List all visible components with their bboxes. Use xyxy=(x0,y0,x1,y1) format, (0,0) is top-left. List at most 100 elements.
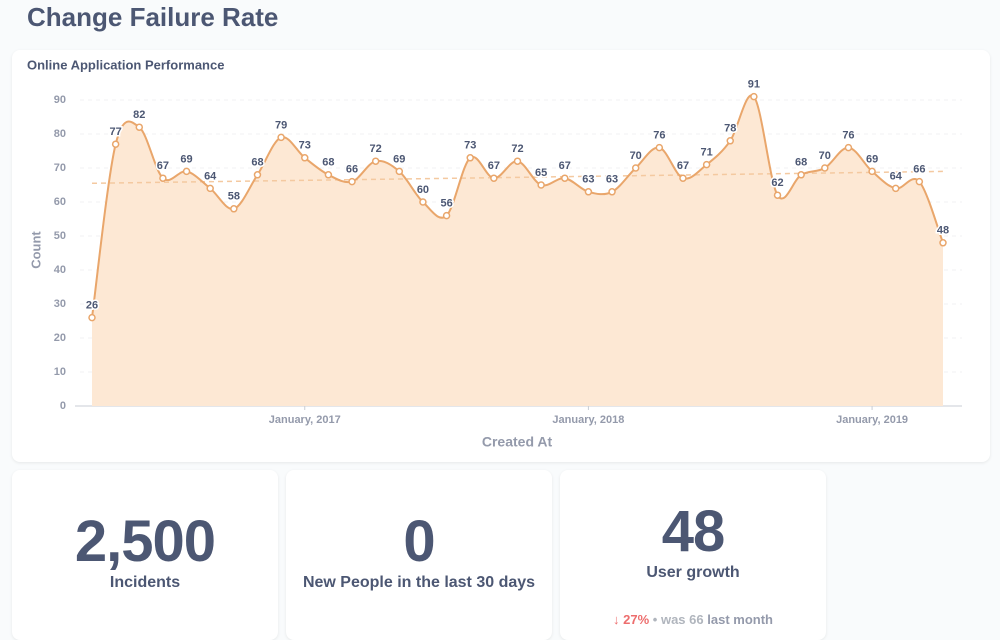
data-point xyxy=(537,181,545,189)
data-point xyxy=(797,171,805,179)
y-tick-label: 50 xyxy=(54,230,66,242)
metric-label: User growth xyxy=(646,564,740,581)
data-point xyxy=(868,167,876,176)
metric-label: Incidents xyxy=(109,574,181,591)
data-point xyxy=(371,157,380,165)
metric-value: 2,500 xyxy=(74,509,216,574)
data-point xyxy=(419,198,427,206)
data-label: 63 xyxy=(582,174,594,186)
data-label: 67 xyxy=(677,160,689,172)
data-label: 70 xyxy=(819,150,831,162)
data-label: 58 xyxy=(228,191,240,203)
metric-value: 0 xyxy=(403,509,435,574)
data-point xyxy=(939,239,947,247)
x-tick-label: January, 2018 xyxy=(552,414,624,426)
y-tick-label: 0 xyxy=(60,400,66,412)
data-point xyxy=(513,157,522,165)
data-point xyxy=(726,137,734,145)
data-point xyxy=(891,184,900,193)
metric-comparison: ↓ 27% • was 66 last month xyxy=(560,612,826,627)
data-label: 67 xyxy=(559,160,571,172)
chart: Online Application Performance Created A… xyxy=(27,57,962,450)
data-label: 68 xyxy=(251,157,263,169)
trend-line xyxy=(91,170,944,185)
data-point xyxy=(490,174,498,182)
chart-card: Online Application Performance Created A… xyxy=(12,50,990,462)
metric-card: 2,500 Incidents xyxy=(12,470,278,640)
data-point xyxy=(442,211,451,220)
x-tick-label: January, 2017 xyxy=(269,414,341,426)
data-label: 66 xyxy=(346,164,358,176)
data-point xyxy=(395,167,404,176)
data-label: 67 xyxy=(488,160,500,172)
x-axis-label: Created At xyxy=(482,434,553,450)
x-tick-label: January, 2019 xyxy=(836,414,908,426)
data-label: 56 xyxy=(440,198,452,210)
data-label: 72 xyxy=(370,143,382,155)
data-point xyxy=(655,143,664,152)
down-arrow: ↓ xyxy=(613,612,620,627)
data-label: 69 xyxy=(866,153,878,165)
data-label: 48 xyxy=(937,225,949,237)
data-point xyxy=(773,191,782,199)
data-point xyxy=(324,171,333,179)
y-tick-label: 20 xyxy=(54,332,66,344)
metric-previous: was 66 xyxy=(660,612,704,627)
data-label: 91 xyxy=(748,79,760,91)
data-label: 71 xyxy=(700,147,712,159)
y-tick-label: 30 xyxy=(54,298,66,310)
data-label: 68 xyxy=(322,157,334,169)
data-point xyxy=(301,154,309,162)
data-label: 70 xyxy=(630,150,642,162)
data-point xyxy=(702,160,711,169)
data-point xyxy=(159,174,167,182)
data-label: 69 xyxy=(180,153,192,165)
metric-change: 27% xyxy=(623,612,650,627)
data-label: 76 xyxy=(842,130,854,142)
data-label: 67 xyxy=(157,160,169,172)
metric-period: last month xyxy=(707,612,773,627)
data-label: 73 xyxy=(464,140,476,152)
data-label: 73 xyxy=(299,140,311,152)
metric-card: 48 User growth ↓ 27% • was 66 last month xyxy=(560,470,826,640)
data-point xyxy=(182,167,191,176)
area xyxy=(92,95,943,407)
data-point xyxy=(915,177,924,186)
data-label: 64 xyxy=(890,170,903,182)
data-point xyxy=(348,177,356,186)
data-point xyxy=(135,123,144,131)
metric-card: 0 New People in the last 30 days xyxy=(286,470,552,640)
data-point xyxy=(206,184,214,193)
data-point xyxy=(844,143,853,152)
data-point xyxy=(88,313,96,322)
y-tick-label: 70 xyxy=(54,162,66,174)
y-axis-label: Count xyxy=(28,231,43,269)
data-point xyxy=(631,164,640,172)
y-tick-label: 90 xyxy=(54,94,66,106)
data-label: 79 xyxy=(275,119,287,131)
page-title: Change Failure Rate xyxy=(27,2,279,32)
data-label: 63 xyxy=(606,174,618,186)
data-label: 64 xyxy=(204,170,217,182)
data-label: 76 xyxy=(653,130,665,142)
data-point xyxy=(253,171,262,179)
data-label: 60 xyxy=(417,184,429,196)
metric-value: 48 xyxy=(661,499,726,564)
data-label: 78 xyxy=(724,123,736,135)
data-point xyxy=(111,140,120,148)
data-label: 72 xyxy=(511,143,523,155)
data-point xyxy=(584,188,593,196)
data-point xyxy=(750,92,758,101)
data-label: 66 xyxy=(913,164,925,176)
data-point xyxy=(679,174,687,182)
data-label: 82 xyxy=(133,109,145,121)
data-label: 69 xyxy=(393,153,405,165)
data-label: 65 xyxy=(535,167,547,179)
data-label: 62 xyxy=(771,177,783,189)
data-label: 77 xyxy=(110,126,122,138)
data-point xyxy=(277,133,285,142)
y-tick-label: 80 xyxy=(54,128,66,140)
separator: • xyxy=(652,612,658,627)
y-tick-label: 10 xyxy=(54,366,66,378)
data-label: 26 xyxy=(86,300,98,312)
